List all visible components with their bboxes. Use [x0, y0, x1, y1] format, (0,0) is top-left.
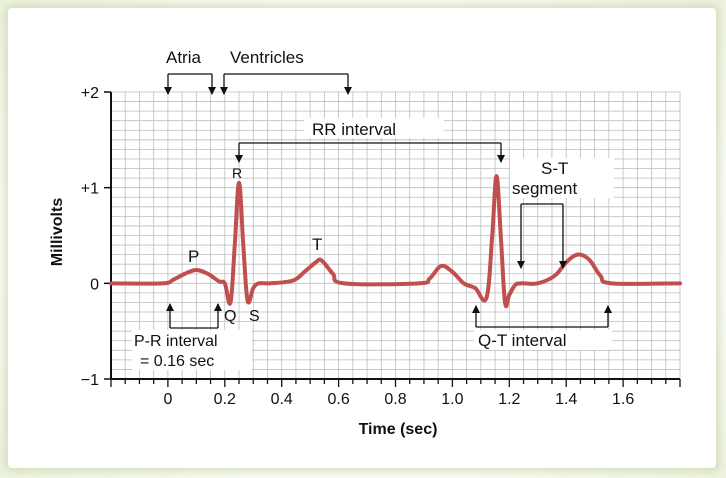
t-wave-label: T — [312, 235, 322, 254]
x-tick-label: 0.4 — [271, 391, 293, 408]
qt-interval-bracket — [472, 305, 612, 328]
y-tick-label: +1 — [81, 181, 99, 198]
rr-interval-label: RR interval — [312, 120, 396, 139]
y-axis-title: Millivolts — [49, 198, 66, 267]
x-tick-label: 1.4 — [555, 391, 577, 408]
r-wave-label: R — [232, 165, 242, 181]
ventricles-label: Ventricles — [230, 48, 304, 67]
atria-label-bg — [164, 46, 216, 66]
x-tick-label: 0 — [163, 391, 172, 408]
pr-interval-label-bg — [132, 330, 252, 370]
ventricles-bracket — [220, 73, 352, 95]
x-tick-label: 0.6 — [327, 391, 349, 408]
annotations: Atria Ventricles RR interval S-T segment… — [132, 46, 614, 370]
x-tick-label: 0.2 — [214, 391, 236, 408]
qt-interval-label: Q-T interval — [478, 331, 567, 350]
tick-labels: 0 0.2 0.4 0.6 0.8 1.0 1.2 1.4 1.6 +2 +1 0 −1 — [81, 85, 635, 408]
pr-interval-bracket — [166, 303, 222, 329]
pr-interval-label-line2: = 0.16 sec — [140, 353, 214, 370]
st-segment-label-bg — [510, 158, 614, 198]
x-axis-title: Time (sec) — [359, 421, 438, 438]
rr-interval-label-bg — [304, 118, 444, 138]
x-tick-label: 1.0 — [441, 391, 463, 408]
s-wave-label: S — [249, 308, 260, 325]
q-wave-label: Q — [224, 308, 236, 325]
atria-label: Atria — [166, 48, 202, 67]
p-wave-label: P — [188, 247, 199, 266]
y-tick-label: +2 — [81, 85, 99, 102]
x-tick-label: 1.6 — [612, 391, 634, 408]
ecg-trace-group — [109, 174, 682, 309]
x-tick-label: 0.8 — [384, 391, 406, 408]
chart-panel — [8, 8, 716, 468]
ecg-trace-line — [109, 174, 682, 309]
y-tick-label: −1 — [81, 372, 99, 389]
x-tick-label: 1.2 — [498, 391, 520, 408]
st-segment-bracket — [517, 203, 567, 269]
axes — [104, 91, 681, 387]
y-tick-label: 0 — [90, 276, 99, 293]
st-segment-label-line1: S-T — [541, 159, 568, 178]
pr-interval-label-line1: P-R interval — [134, 333, 218, 350]
qt-interval-label-bg — [474, 330, 612, 350]
st-segment-label-line2: segment — [512, 179, 577, 198]
ventricles-label-bg — [228, 46, 344, 66]
rr-interval-bracket — [235, 142, 505, 163]
atria-bracket — [164, 73, 216, 95]
